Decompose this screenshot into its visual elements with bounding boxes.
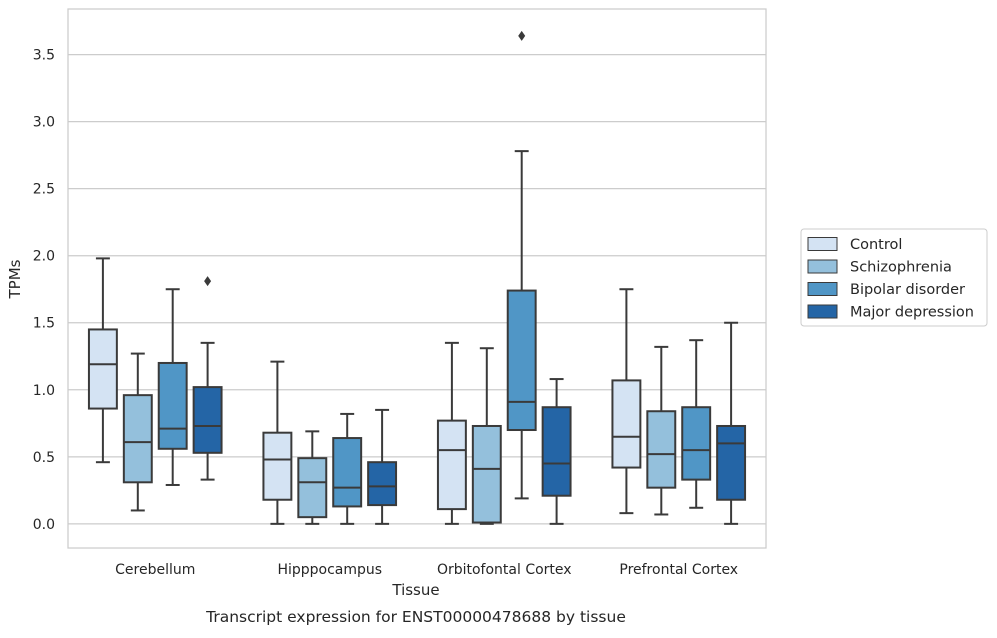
box-group [471,347,502,525]
box [367,461,398,507]
box [436,419,467,511]
legend-swatch [807,304,838,319]
box-group [646,345,677,516]
legend-swatch [807,237,838,251]
y-tick-label: 3.0 [33,115,55,131]
box-group [157,288,188,486]
legend-frame [800,228,988,327]
box [716,424,747,501]
box [471,424,502,524]
y-tick-label: 3.5 [33,48,55,64]
plot-frame [67,8,767,549]
box-group [87,257,118,464]
box-group [192,276,223,481]
box-group [716,321,747,525]
outlier-marker [204,276,212,287]
series-schizophrenia [122,345,677,525]
y-tick-labels: 0.0 0.5 1.0 1.5 2.0 2.5 3.0 3.5 [33,48,55,533]
x-tick-label: Prefrontal Cortex [619,562,738,578]
y-tick-label: 1.5 [33,316,55,332]
chart-caption: Transcript expression for ENST0000047868… [205,608,626,626]
legend: Control Schizophrenia Bipolar disorder Majo… [800,228,988,327]
box-group [681,339,712,509]
box [541,406,572,497]
legend-swatch [807,259,838,274]
series-control [87,257,642,525]
box [646,410,677,489]
box-group [262,360,293,525]
x-axis-label: Tissue [391,581,439,599]
box [297,457,328,519]
box [122,394,153,484]
y-tick-label: 0.5 [33,450,55,466]
y-tick-label: 0.0 [33,517,55,533]
box-group [297,430,328,525]
legend-swatch [807,282,838,296]
y-tick-label: 1.0 [33,383,55,399]
y-tick-label: 2.5 [33,182,55,198]
box [506,289,537,432]
outlier-marker [518,30,526,41]
box [262,431,293,501]
x-tick-label: Cerebellum [115,562,195,578]
legend-label: Bipolar disorder [850,282,965,298]
box [157,361,188,450]
box-group [506,30,537,500]
series-major-depression [192,276,747,525]
x-tick-label: Hipppocampus [277,562,382,578]
series-bipolar-disorder [157,30,712,525]
x-tick-label: Orbitofontal Cortex [437,562,572,578]
box-group [541,378,572,525]
box-group [367,408,398,525]
box-group [611,288,642,515]
y-tick-label: 2.0 [33,249,55,265]
box [332,437,363,508]
box-group [436,341,467,525]
box [611,379,642,469]
box [681,406,712,481]
box-group [122,352,153,512]
box [192,386,223,454]
legend-label: Schizophrenia [850,260,952,276]
box-series [87,30,747,525]
x-tick-labels: Cerebellum Hipppocampus Orbitofontal Corte… [115,562,738,578]
box [87,328,118,410]
y-axis-label: TPMs [6,259,24,299]
legend-label: Control [850,237,902,253]
legend-label: Major depression [850,305,974,321]
box-group [332,412,363,525]
